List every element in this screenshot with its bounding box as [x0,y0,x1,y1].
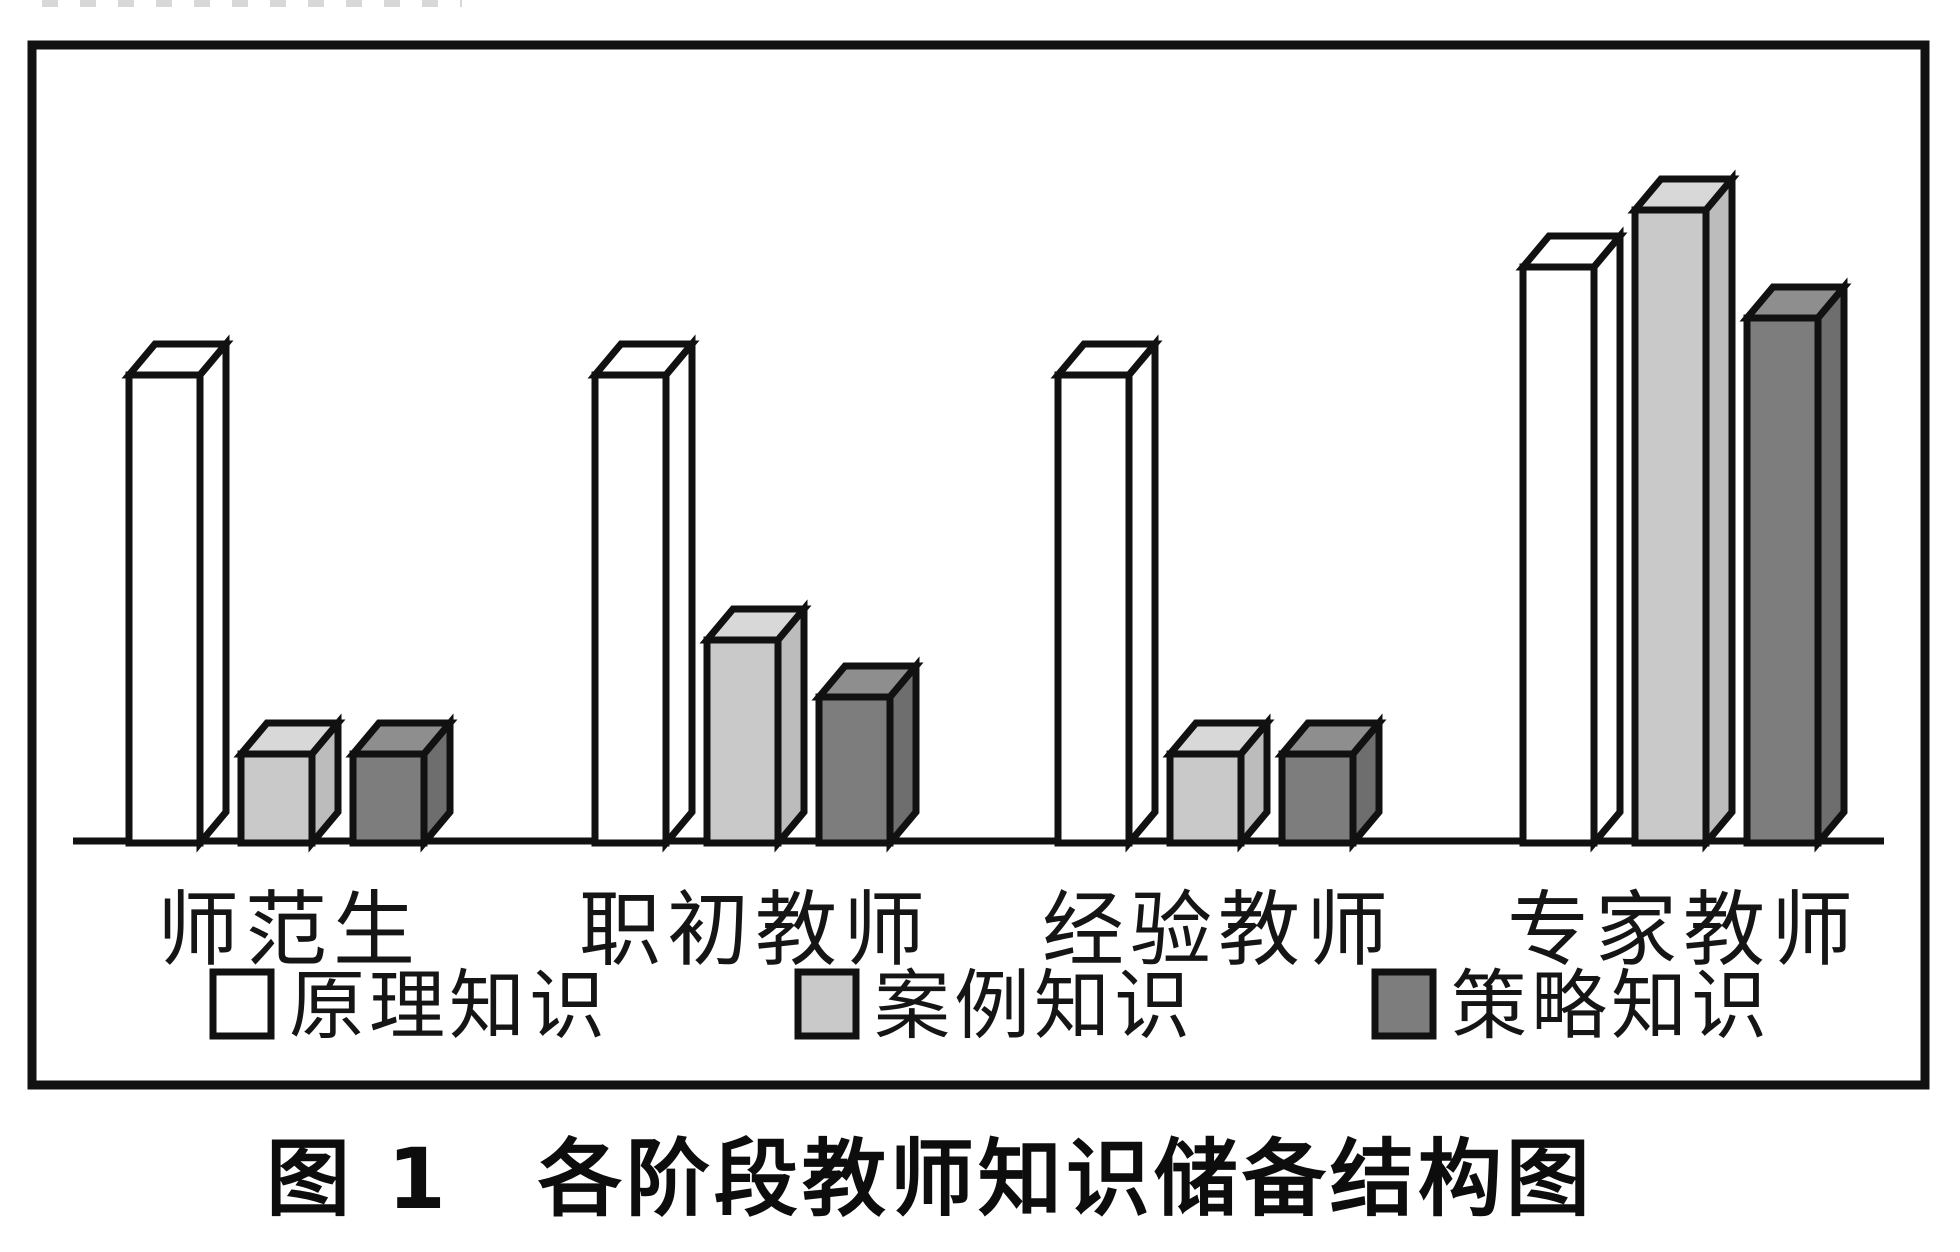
bar-side-face [1125,334,1159,853]
bar-front-face [349,750,428,847]
bar-side-face [1702,169,1736,853]
chart-legend: 原理知识 案例知识 策略知识 [209,961,1771,1050]
bar-side-face [1590,226,1624,853]
legend-swatch-案例知识 [794,968,860,1040]
bar-front-face [815,693,894,847]
bar-front-face [591,371,670,847]
bar-front-face [237,750,316,847]
bar-专家教师-原理知识 [1515,226,1628,853]
category-label-职初教师: 职初教师 [579,883,931,978]
bar-front-face [1743,314,1822,847]
bar-side-face [662,334,696,853]
legend-item-原理知识: 原理知识 [209,961,609,1050]
bar-师范生-案例知识 [233,713,346,853]
bar-职初教师-案例知识 [699,599,812,853]
bar-front-face [1054,371,1133,847]
bar-经验教师-案例知识 [1162,713,1275,853]
legend-label: 策略知识 [1451,961,1771,1050]
bar-师范生-原理知识 [121,334,234,853]
legend-item-策略知识: 策略知识 [1371,961,1771,1050]
bar-front-face [125,371,204,847]
legend-label: 案例知识 [874,961,1194,1050]
category-labels: 师范生 职初教师 经验教师 专家教师 [157,883,1859,978]
bar-经验教师-原理知识 [1050,334,1163,853]
bar-front-face [1519,263,1598,847]
bar-front-face [1166,750,1245,847]
cropped-text-artifact [42,0,462,7]
bar-师范生-策略知识 [345,713,458,853]
category-label-专家教师: 专家教师 [1507,883,1859,978]
bar-职初教师-原理知识 [587,334,700,853]
bar-side-face [196,334,230,853]
legend-swatch-原理知识 [209,968,275,1040]
bar-专家教师-案例知识 [1627,169,1740,853]
legend-swatch-策略知识 [1371,968,1437,1040]
bar-front-face [1278,750,1357,847]
bar-front-face [703,636,782,847]
category-label-师范生: 师范生 [157,883,421,978]
legend-item-案例知识: 案例知识 [794,961,1194,1050]
bar-side-face [774,599,808,853]
category-label-经验教师: 经验教师 [1042,883,1394,978]
bar-side-face [1814,277,1848,853]
bar-专家教师-策略知识 [1739,277,1852,853]
bars-group [121,169,1852,853]
bar-side-face [886,656,920,853]
bar-front-face [1631,206,1710,847]
bar-经验教师-策略知识 [1274,713,1387,853]
bar-职初教师-策略知识 [811,656,924,853]
legend-label: 原理知识 [289,961,609,1050]
figure-caption: 图 1 各阶段教师知识储备结构图 [266,1130,1594,1228]
